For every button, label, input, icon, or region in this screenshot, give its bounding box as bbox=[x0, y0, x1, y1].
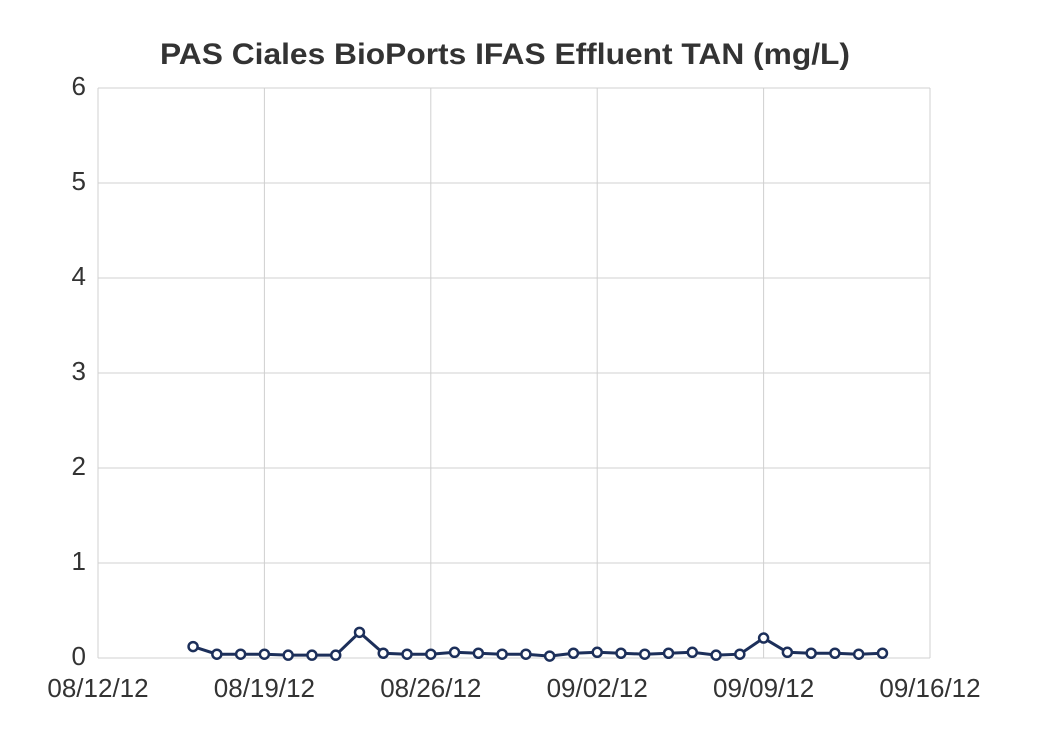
chart-title: PAS Ciales BioPorts IFAS Effluent TAN (m… bbox=[160, 38, 850, 71]
marker bbox=[829, 647, 841, 659]
marker bbox=[638, 648, 651, 660]
x-tick-label: 08/19/12 bbox=[214, 673, 315, 703]
marker bbox=[710, 649, 722, 661]
marker bbox=[306, 649, 318, 661]
marker bbox=[258, 648, 271, 660]
marker bbox=[353, 626, 366, 639]
marker bbox=[781, 646, 794, 659]
marker bbox=[211, 648, 223, 660]
marker bbox=[234, 648, 247, 660]
y-tick-label: 2 bbox=[72, 451, 86, 481]
marker bbox=[567, 647, 580, 659]
marker bbox=[591, 646, 603, 659]
y-tick-label: 1 bbox=[72, 546, 86, 576]
marker bbox=[615, 647, 627, 659]
x-tick-label: 09/16/12 bbox=[879, 673, 980, 703]
marker bbox=[329, 649, 342, 661]
marker bbox=[187, 640, 199, 653]
y-tick-label: 3 bbox=[72, 356, 86, 386]
marker bbox=[496, 648, 508, 660]
marker bbox=[876, 647, 889, 659]
marker bbox=[472, 647, 485, 659]
marker bbox=[425, 648, 437, 660]
marker bbox=[757, 632, 770, 644]
marker bbox=[662, 647, 675, 659]
marker bbox=[401, 648, 413, 660]
marker bbox=[448, 646, 461, 659]
marker bbox=[852, 648, 865, 660]
marker bbox=[734, 648, 746, 660]
y-tick-label: 5 bbox=[72, 166, 86, 196]
marker bbox=[686, 646, 699, 659]
y-tick-label: 6 bbox=[72, 71, 86, 101]
x-tick-label: 09/09/12 bbox=[713, 673, 814, 703]
marker bbox=[377, 647, 390, 659]
marker bbox=[282, 649, 294, 661]
marker bbox=[520, 648, 532, 660]
x-tick-label: 08/12/12 bbox=[47, 673, 148, 703]
line bbox=[192, 630, 883, 658]
y-tick-label: 4 bbox=[72, 261, 86, 291]
y-tick-label: 0 bbox=[72, 641, 86, 671]
x-tick-label: 08/26/12 bbox=[380, 673, 481, 703]
x-tick-label: 09/02/12 bbox=[547, 673, 648, 703]
marker bbox=[543, 650, 556, 662]
marker bbox=[805, 647, 817, 659]
